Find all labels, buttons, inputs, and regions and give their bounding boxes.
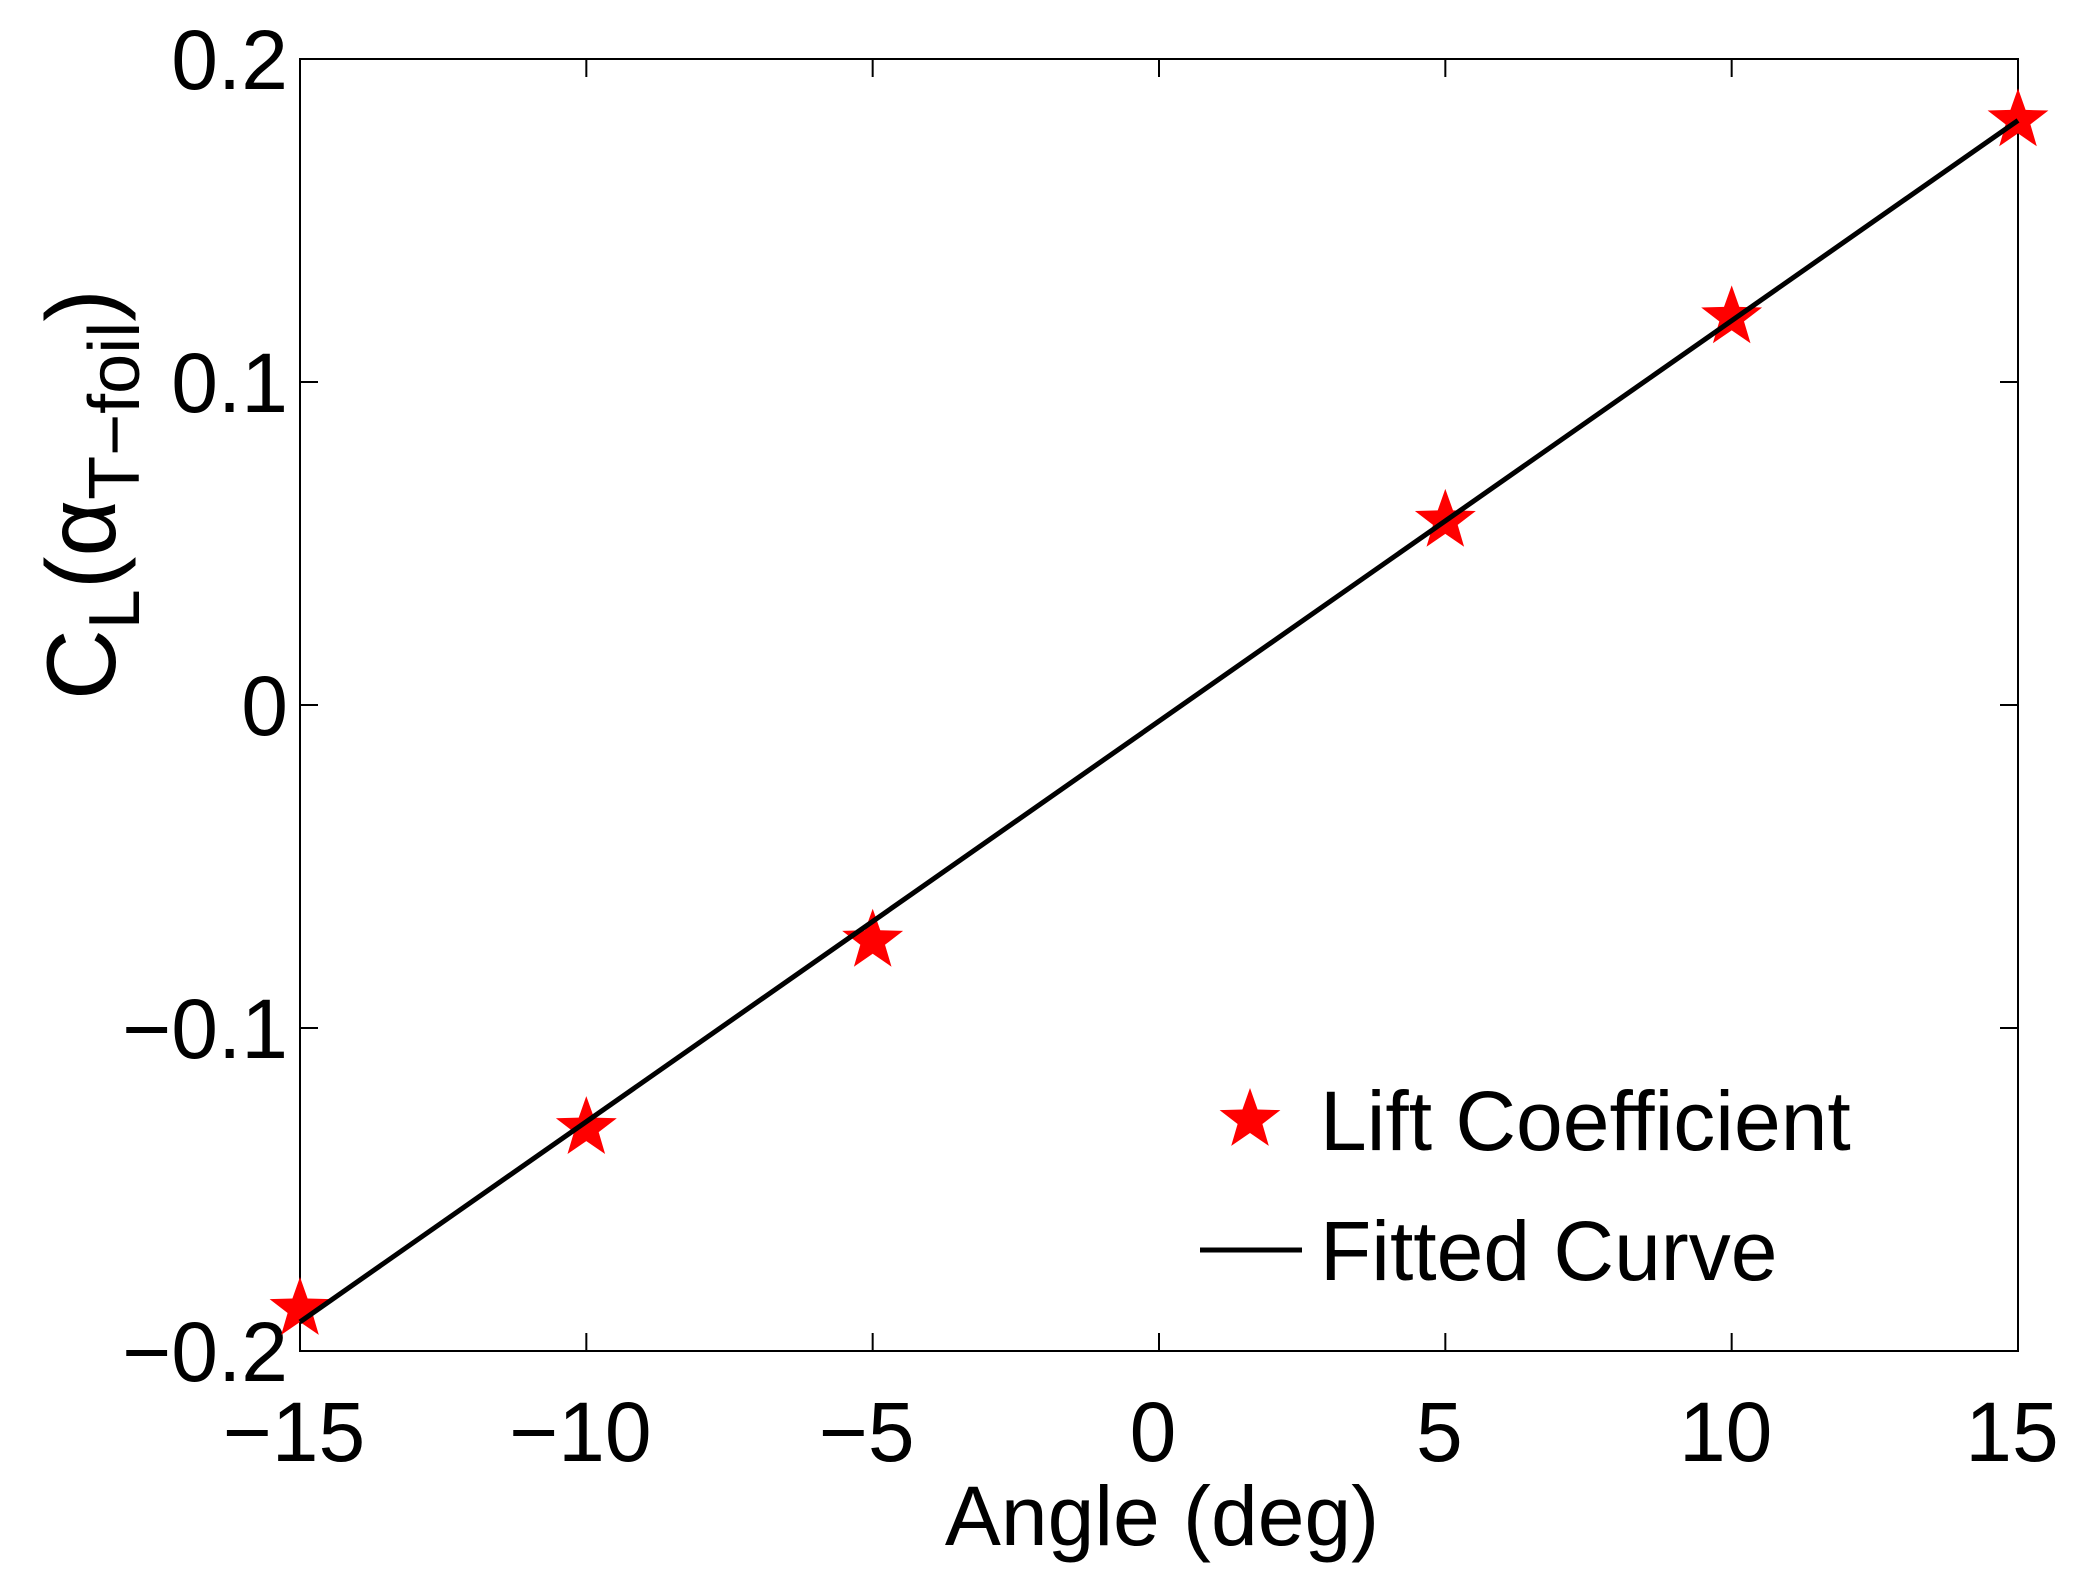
lift-coefficient-point	[842, 908, 904, 967]
fitted-curve-line	[298, 118, 2020, 1324]
svg-text:CL(αT−foil): CL(αT−foil)	[26, 289, 155, 700]
lift-coefficient-point	[1701, 285, 1763, 344]
y-tick-label: 0	[241, 659, 288, 753]
legend-label: Fitted Curve	[1320, 1204, 1778, 1298]
y-axis-label: CL(αT−foil)	[26, 289, 155, 700]
axis-labels: Angle (deg) CL(αT−foil)	[26, 289, 1379, 1563]
x-tick-label: −10	[509, 1385, 652, 1479]
y-tick-label: −0.2	[122, 1305, 288, 1399]
y-label-sub-alpha: T−foil	[75, 322, 155, 500]
axis-ticks: −15 −10 −5 0 5 10 15 −0.2 −0.1 0 0.1 0.2	[122, 13, 2059, 1479]
legend: Lift Coefficient Fitted Curve	[1200, 1074, 1851, 1298]
lift-coefficient-point	[1987, 88, 2049, 147]
lift-coefficient-point	[555, 1096, 617, 1154]
legend-label: Lift Coefficient	[1320, 1074, 1851, 1168]
x-tick-label: −15	[223, 1385, 366, 1479]
x-tick-label: 0	[1130, 1385, 1177, 1479]
data-series	[269, 88, 2049, 1335]
y-label-sub-main: L	[75, 589, 155, 629]
y-tick-label: 0.2	[171, 13, 288, 107]
y-label-main: C	[26, 629, 136, 700]
y-label-paren-close: )	[26, 289, 136, 322]
lift-coefficient-point	[269, 1277, 331, 1335]
x-tick-label: 15	[1965, 1385, 2058, 1479]
x-axis-label: Angle (deg)	[945, 1469, 1379, 1563]
y-label-alpha: α	[26, 500, 136, 557]
x-tick-label: 5	[1416, 1385, 1463, 1479]
x-tick-label: −5	[819, 1385, 915, 1479]
x-tick-label: 10	[1679, 1385, 1772, 1479]
y-tick-label: −0.1	[122, 982, 288, 1076]
y-tick-label: 0.1	[171, 336, 288, 430]
y-label-paren-open: (	[26, 556, 136, 589]
legend-star-icon	[1219, 1088, 1281, 1146]
